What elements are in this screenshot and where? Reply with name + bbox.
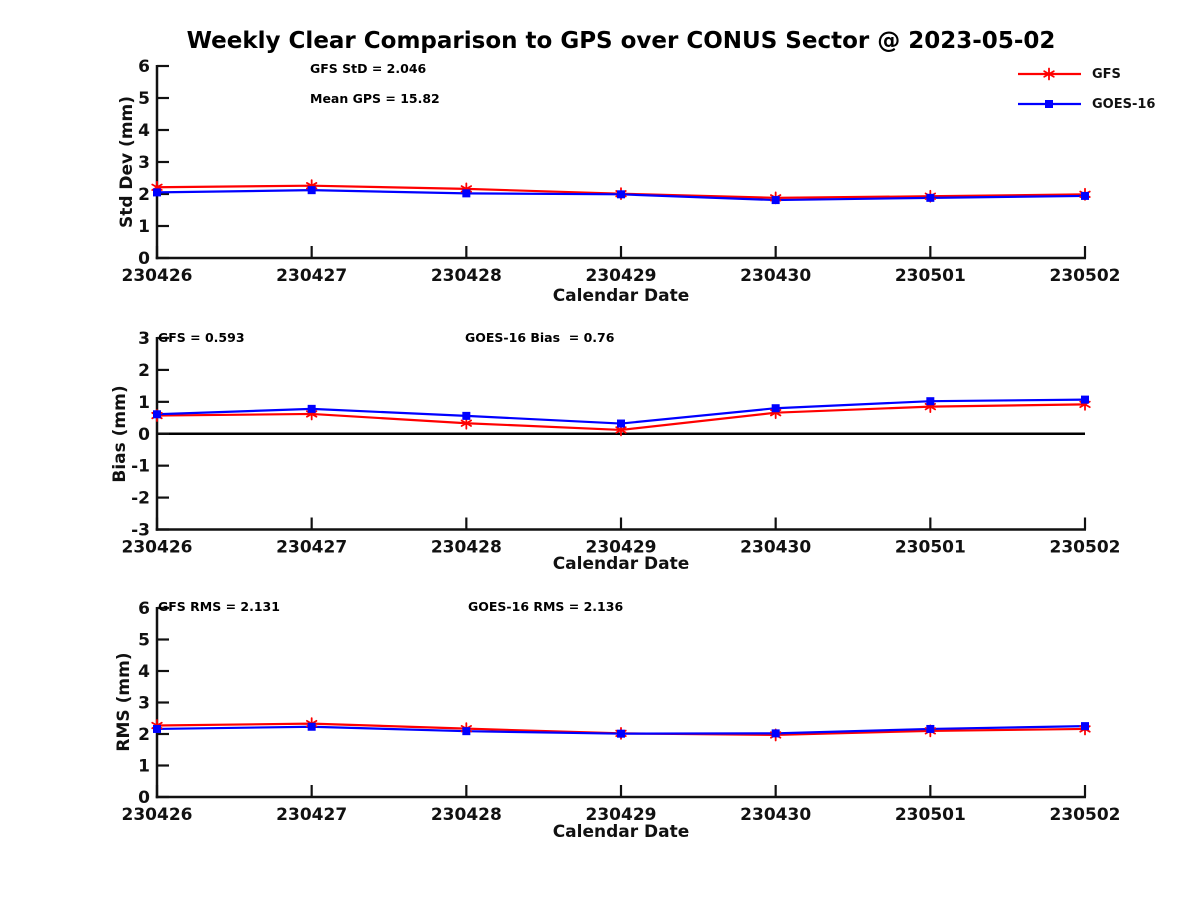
y-tick-label: 5 [138, 89, 150, 109]
goes16-rms-annotation: GOES-16 RMS = 2.136 [468, 599, 624, 614]
goes16-line-marker-icon [1018, 100, 1081, 108]
rms-x-axis-label: Calendar Date [552, 822, 690, 842]
y-tick-label: 0 [138, 249, 150, 269]
gfs-std-annotation: GFS StD = 2.046 [310, 61, 427, 76]
x-tick-label: 230430 [740, 805, 811, 825]
rms-subplot: 0 1 2 3 4 5 6 230426 230427 230428 230429 230430 230… [122, 599, 1121, 825]
x-tick-label: 230501 [895, 805, 966, 825]
x-tick-label: 230429 [586, 805, 657, 825]
legend-item-gfs: GFS [1017, 65, 1121, 83]
x-tick-label: 230429 [586, 538, 657, 558]
x-tick-label: 230426 [122, 266, 193, 286]
x-tick-label: 230426 [122, 805, 193, 825]
legend-item-goes16: GOES-16 [1017, 95, 1155, 113]
x-tick-label: 230502 [1050, 805, 1121, 825]
gfs-line-marker-icon [1018, 67, 1081, 81]
y-tick-label: -3 [131, 521, 150, 541]
page-title: Weekly Clear Comparison to GPS over CONU… [186, 28, 1056, 54]
rms-y-axis-label: RMS (mm) [114, 652, 134, 752]
x-tick-label: 230428 [431, 266, 502, 286]
bias-subplot: -3 -2 -1 0 1 2 3 230426 230427 230428 230429 230430… [122, 329, 1121, 558]
goes-16-marker [771, 404, 780, 413]
bias-y-axis-label: Bias (mm) [110, 385, 130, 483]
legend-label-gfs: GFS [1092, 66, 1121, 82]
stddev-x-axis-label: Calendar Date [552, 286, 690, 306]
y-tick-label: 4 [138, 121, 150, 141]
y-tick-label: 2 [138, 361, 150, 381]
goes-16-marker [153, 724, 161, 733]
x-tick-label: 230501 [895, 538, 966, 558]
y-tick-label: 3 [138, 153, 150, 173]
goes-16-marker [926, 193, 935, 202]
y-tick-label: 3 [138, 694, 150, 714]
y-tick-label: 0 [138, 788, 150, 808]
y-tick-label: 6 [138, 57, 150, 77]
goes-16-marker [1081, 722, 1089, 731]
y-tick-label: 1 [138, 757, 150, 777]
gfs-bias-annotation: GFS = 0.593 [158, 330, 245, 345]
x-tick-label: 230502 [1050, 266, 1121, 286]
goes-16-marker [307, 404, 316, 413]
y-tick-label: -1 [131, 457, 150, 477]
gfs-rms-annotation: GFS RMS = 2.131 [158, 599, 280, 614]
legend-marker [1045, 100, 1053, 108]
goes-16-marker [771, 729, 780, 738]
goes-16-marker [617, 190, 625, 199]
goes-16-marker [462, 189, 471, 198]
goes-16-marker [1081, 395, 1089, 404]
y-tick-label: 0 [138, 425, 150, 445]
goes-16-marker [153, 188, 161, 197]
x-tick-label: 230501 [895, 266, 966, 286]
x-tick-label: 230427 [276, 538, 347, 558]
legend-label-goes16: GOES-16 [1092, 96, 1156, 112]
x-tick-label: 230427 [276, 805, 347, 825]
y-tick-label: 1 [138, 393, 150, 413]
goes-16-marker [307, 186, 316, 195]
goes-16-marker [617, 419, 625, 428]
goes-16-marker [462, 727, 471, 736]
stddev-subplot: 0 1 2 3 4 5 6 230426 230427 230428 230429 230430 230… [122, 57, 1121, 286]
goes16-bias-annotation: GOES-16 Bias = 0.76 [465, 330, 615, 345]
y-tick-label: 2 [138, 725, 150, 745]
y-tick-label: 3 [138, 329, 150, 349]
goes-16-marker [307, 722, 316, 731]
y-tick-label: 2 [138, 185, 150, 205]
y-tick-label: -2 [131, 489, 150, 509]
x-tick-label: 230427 [276, 266, 347, 286]
bias-x-axis-label: Calendar Date [552, 554, 690, 574]
goes-16-marker [926, 724, 935, 733]
x-tick-label: 230428 [431, 805, 502, 825]
goes-16-marker [1081, 191, 1089, 200]
goes-16-marker [153, 410, 161, 419]
y-tick-label: 5 [138, 631, 150, 651]
y-tick-label: 6 [138, 599, 150, 619]
goes-16-marker [926, 397, 935, 406]
x-tick-label: 230426 [122, 538, 193, 558]
x-tick-label: 230502 [1050, 538, 1121, 558]
y-tick-label: 4 [138, 662, 150, 682]
x-tick-label: 230430 [740, 266, 811, 286]
x-tick-label: 230428 [431, 538, 502, 558]
goes-16-marker [771, 196, 780, 205]
goes-16-marker [617, 729, 625, 738]
goes-16-marker [462, 411, 471, 420]
x-tick-label: 230430 [740, 538, 811, 558]
x-tick-label: 230429 [586, 266, 657, 286]
stddev-y-axis-label: Std Dev (mm) [117, 95, 137, 229]
mean-gps-annotation: Mean GPS = 15.82 [310, 91, 440, 106]
y-tick-label: 1 [138, 217, 150, 237]
legend-marker [1043, 67, 1055, 81]
